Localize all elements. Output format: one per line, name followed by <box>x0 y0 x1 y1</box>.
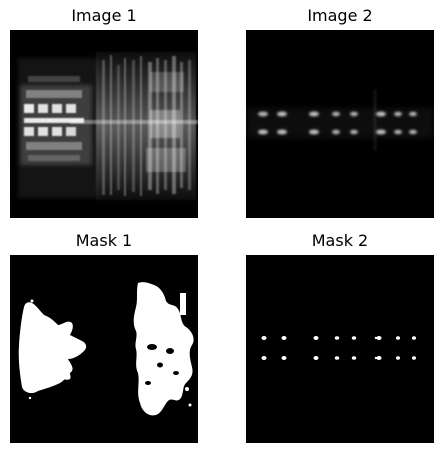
image-1 <box>10 30 198 218</box>
mask-2-graphic <box>246 255 434 443</box>
mask-1-graphic <box>10 255 198 443</box>
image-2-graphic <box>246 30 434 218</box>
panel-title-mask-2: Mask 2 <box>311 231 369 250</box>
mask-2 <box>246 255 434 443</box>
image-2 <box>246 30 434 218</box>
panel-title-image-1: Image 1 <box>71 6 137 25</box>
mask-1 <box>10 255 198 443</box>
image-1-graphic <box>10 30 198 218</box>
panel-title-mask-1: Mask 1 <box>75 231 133 250</box>
panel-title-image-2: Image 2 <box>307 6 373 25</box>
